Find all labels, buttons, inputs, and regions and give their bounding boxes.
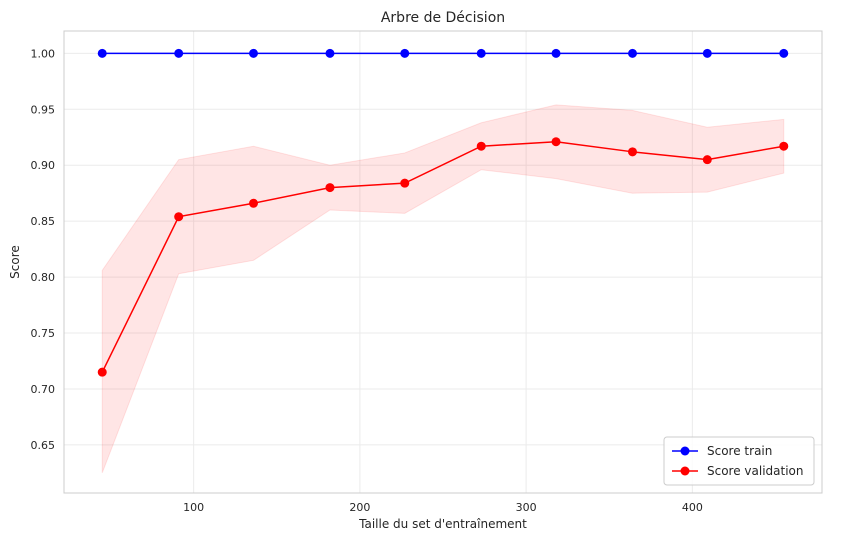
data-point-train bbox=[702, 48, 712, 58]
data-point-train bbox=[628, 48, 637, 58]
data-point-validation bbox=[97, 367, 107, 377]
y-axis-ticks: 0.65 0.70 0.75 0.80 0.85 0.90 0.95 1.00 bbox=[31, 47, 56, 452]
data-point-train bbox=[97, 48, 107, 58]
y-tick-label: 0.75 bbox=[31, 327, 56, 340]
band-validation bbox=[101, 104, 785, 474]
x-tick-label: 300 bbox=[516, 501, 537, 514]
y-tick-label: 1.00 bbox=[31, 47, 56, 60]
legend-box bbox=[663, 436, 815, 486]
data-point-validation bbox=[325, 183, 335, 193]
series-lines bbox=[101, 52, 784, 373]
data-point-validation bbox=[702, 155, 712, 165]
data-point-train bbox=[779, 48, 789, 58]
x-axis-label: Taille du set d'entraînement bbox=[358, 517, 527, 531]
data-point-validation bbox=[628, 147, 637, 157]
data-point-train bbox=[325, 48, 335, 58]
plot-frame bbox=[63, 30, 823, 494]
legend: Score train Score validation bbox=[663, 436, 815, 486]
data-point-train bbox=[551, 48, 561, 58]
plot-area bbox=[64, 31, 822, 493]
data-point-validation bbox=[551, 137, 561, 147]
data-point-train bbox=[249, 48, 258, 58]
y-tick-label: 0.90 bbox=[31, 159, 56, 172]
y-tick-label: 0.65 bbox=[31, 439, 56, 452]
y-tick-label: 0.70 bbox=[31, 383, 56, 396]
x-axis-ticks: 100 200 300 400 bbox=[183, 501, 703, 514]
legend-label-train: Score train bbox=[707, 444, 772, 458]
series-points bbox=[97, 48, 789, 377]
x-tick-label: 400 bbox=[682, 501, 703, 514]
data-point-validation bbox=[779, 141, 789, 151]
data-point-validation bbox=[174, 212, 184, 222]
y-tick-label: 0.80 bbox=[31, 271, 56, 284]
data-point-validation bbox=[400, 178, 410, 188]
data-point-validation bbox=[476, 141, 486, 151]
data-point-validation bbox=[249, 198, 258, 208]
data-point-train bbox=[174, 48, 184, 58]
y-tick-label: 0.85 bbox=[31, 215, 56, 228]
x-tick-label: 200 bbox=[349, 501, 370, 514]
data-point-train bbox=[400, 48, 410, 58]
legend-marker-train bbox=[680, 446, 690, 456]
y-axis-label: Score bbox=[8, 245, 22, 279]
y-tick-label: 0.95 bbox=[31, 103, 56, 116]
x-tick-label: 100 bbox=[183, 501, 204, 514]
series-line-validation bbox=[101, 140, 784, 373]
chart-title: Arbre de Décision bbox=[381, 10, 505, 26]
legend-label-validation: Score validation bbox=[707, 464, 804, 478]
legend-marker-validation bbox=[680, 466, 690, 476]
data-point-train bbox=[476, 48, 486, 58]
